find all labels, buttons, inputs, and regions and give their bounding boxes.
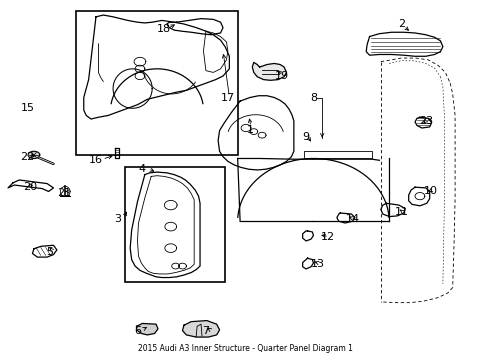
Text: 11: 11 [394, 207, 408, 217]
Text: 15: 15 [21, 103, 35, 113]
Text: 12: 12 [321, 232, 335, 242]
Text: 7: 7 [202, 325, 209, 336]
Text: 4: 4 [139, 164, 146, 174]
Text: 18: 18 [157, 24, 171, 35]
Text: 22: 22 [21, 152, 35, 162]
Text: 17: 17 [221, 93, 235, 103]
Bar [76, 12, 238, 155]
Text: 6: 6 [134, 325, 141, 336]
Polygon shape [252, 62, 287, 80]
Text: 14: 14 [345, 215, 360, 224]
Text: 5: 5 [46, 247, 53, 257]
Text: 23: 23 [419, 116, 433, 126]
Bar [125, 167, 225, 282]
Text: 8: 8 [310, 93, 317, 103]
Text: 16: 16 [89, 155, 103, 165]
Text: 13: 13 [311, 259, 325, 269]
Text: 1: 1 [246, 125, 253, 135]
Text: 21: 21 [57, 188, 71, 198]
Text: 10: 10 [424, 186, 438, 196]
Polygon shape [182, 320, 220, 337]
Text: 19: 19 [274, 71, 289, 81]
Text: 2: 2 [398, 19, 405, 29]
Polygon shape [137, 323, 158, 335]
Text: 3: 3 [115, 215, 122, 224]
Text: 9: 9 [302, 132, 310, 142]
Text: 20: 20 [23, 182, 37, 192]
Text: 2015 Audi A3 Inner Structure - Quarter Panel Diagram 1: 2015 Audi A3 Inner Structure - Quarter P… [138, 344, 352, 353]
Polygon shape [28, 151, 40, 158]
